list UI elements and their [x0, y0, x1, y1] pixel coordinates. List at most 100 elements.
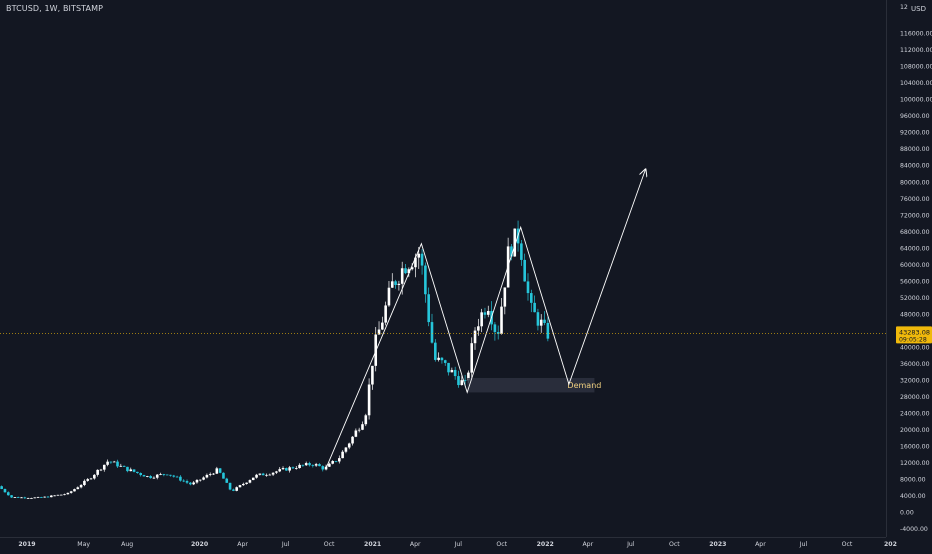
- price-tick-label: 100000.00: [900, 97, 932, 104]
- candle-body: [205, 474, 209, 478]
- time-tick-label: 2020: [191, 541, 209, 548]
- candle-body: [10, 495, 13, 498]
- candle-body: [16, 497, 20, 498]
- candle-body: [390, 281, 394, 288]
- candle-body: [165, 474, 169, 476]
- candle-body: [69, 491, 73, 493]
- candle-body: [503, 287, 507, 307]
- candle-body: [275, 471, 278, 473]
- price-tick-label: 96000.00: [900, 113, 930, 120]
- time-axis[interactable]: 2019 May Aug 2020 Apr Jul Oct 2021 Apr Jul Oct 2022…: [0, 537, 932, 550]
- candle-body: [46, 496, 50, 498]
- candle-body: [311, 465, 315, 467]
- projection-path[interactable]: [325, 169, 646, 469]
- price-tick-label: 112000.00: [900, 47, 932, 54]
- candle-body: [520, 243, 523, 260]
- candle-body: [261, 473, 265, 476]
- candle-body: [265, 474, 268, 476]
- price-tick-label: 32000.00: [900, 378, 930, 385]
- candle-body: [40, 497, 43, 498]
- price-tick-label-partial: 12: [900, 4, 908, 11]
- candle-body: [493, 324, 497, 333]
- candle-body: [192, 482, 195, 485]
- time-tick-label: 2021: [364, 541, 381, 548]
- price-tick-label: 68000.00: [900, 229, 930, 236]
- candle-body: [321, 466, 325, 470]
- candle-body: [526, 281, 530, 294]
- price-tick-label: 48000.00: [900, 311, 930, 318]
- candle-body: [251, 477, 255, 481]
- candle-body: [93, 474, 96, 479]
- candle-body: [424, 265, 427, 295]
- time-tick-label: Oct: [324, 541, 335, 548]
- candle-body: [314, 464, 318, 466]
- time-tick-label: Jul: [454, 541, 463, 548]
- currency-label[interactable]: USD: [911, 5, 926, 13]
- candle-body: [66, 492, 70, 495]
- time-tick-label: Jul: [281, 541, 290, 548]
- candle-body: [122, 465, 126, 467]
- candle-body: [109, 461, 113, 463]
- candle-body: [377, 329, 381, 335]
- candle-body: [23, 497, 27, 499]
- candle-body: [271, 472, 275, 475]
- drawing-group: [325, 169, 646, 469]
- time-tick-label: Oct: [842, 541, 853, 548]
- candle-body: [450, 369, 454, 373]
- price-tick-label: 116000.00: [900, 31, 932, 38]
- candle-body: [129, 469, 133, 472]
- symbol-title[interactable]: BTCUSD, 1W, BITSTAMP: [6, 4, 104, 13]
- current-price-badge[interactable]: [896, 326, 932, 344]
- candle-body: [437, 357, 440, 360]
- candle-body: [222, 472, 225, 479]
- candle-body: [407, 269, 411, 274]
- candle-body: [56, 494, 60, 496]
- demand-zone[interactable]: [467, 377, 595, 393]
- candle-body: [76, 487, 80, 490]
- candle-body: [50, 495, 53, 498]
- candle-body: [26, 498, 30, 499]
- time-tick-label: Apr: [582, 541, 593, 548]
- candle-body: [146, 476, 149, 477]
- candle-body: [371, 365, 374, 385]
- candle-body: [496, 332, 500, 334]
- price-tick-label: 36000.00: [900, 361, 930, 368]
- candle-body: [331, 461, 334, 464]
- price-tick-label: 56000.00: [900, 278, 930, 285]
- bar-countdown: 09:05:28: [899, 336, 927, 343]
- candle-body: [278, 469, 282, 472]
- time-tick-label: Oct: [669, 541, 680, 548]
- candle-body: [338, 458, 341, 462]
- price-tick-label: 108000.00: [900, 64, 932, 71]
- candle-body: [384, 305, 387, 323]
- time-tick-label: 202: [884, 541, 897, 548]
- candle-body: [397, 283, 401, 285]
- candle-body: [308, 463, 311, 466]
- time-tick-label: May: [77, 541, 90, 548]
- candle-body: [523, 259, 526, 282]
- candle-body: [394, 281, 397, 285]
- price-axis[interactable]: 116000.00 112000.00 108000.00 104000.00 1000…: [886, 0, 932, 550]
- candle-body: [6, 492, 10, 496]
- candle-body: [175, 476, 179, 478]
- candle-body: [212, 473, 215, 475]
- candle-body: [106, 461, 109, 465]
- price-axis-bg: [886, 0, 932, 550]
- price-tick-label: 20000.00: [900, 427, 930, 434]
- candle-body: [225, 478, 229, 483]
- time-tick-label: Jul: [799, 541, 808, 548]
- candle-body: [202, 477, 205, 480]
- candle-body: [304, 463, 308, 466]
- candle-body: [404, 268, 407, 274]
- candle-body: [301, 464, 305, 466]
- current-price-value: 43283.08: [899, 328, 930, 336]
- time-tick-label: Apr: [410, 541, 421, 548]
- candle-body: [543, 319, 546, 323]
- candle-body: [434, 342, 437, 360]
- candle-body: [126, 466, 129, 472]
- price-tick-label: 72000.00: [900, 212, 930, 219]
- candle-body: [483, 312, 487, 315]
- candle-body: [139, 473, 142, 476]
